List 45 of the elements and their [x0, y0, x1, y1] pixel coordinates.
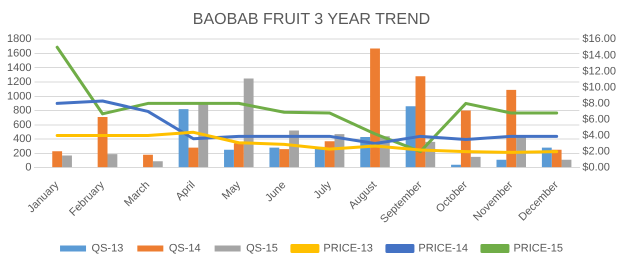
legend-label: PRICE-13 [323, 242, 373, 255]
y-tick-label: 400 [13, 133, 32, 146]
legend-label: QS-13 [92, 242, 124, 255]
bar [178, 109, 188, 168]
bar [188, 148, 198, 168]
y2-tick-label: $8.00 [582, 97, 610, 110]
bar [152, 161, 163, 168]
chart-title: BAOBAB FRUIT 3 YEAR TREND [192, 11, 430, 28]
y-tick-label: 0 [25, 162, 32, 174]
bar [470, 156, 481, 168]
bar [143, 154, 153, 168]
legend-label: PRICE-15 [513, 242, 563, 255]
y2-tick-label: $12.00 [582, 65, 616, 78]
bar [370, 48, 380, 168]
bar [98, 116, 108, 168]
y-tick-label: 1800 [6, 33, 32, 46]
bar [279, 149, 290, 168]
y2-tick-label: $10.00 [582, 81, 616, 94]
y2-tick-label: $6.00 [582, 113, 610, 126]
y2-tick-label: $4.00 [582, 130, 610, 142]
bar [496, 160, 506, 168]
y-tick-label: 1600 [6, 48, 32, 60]
bar [562, 160, 572, 168]
y-tick-label: 800 [13, 104, 32, 117]
legend-label: QS-15 [246, 242, 278, 255]
x-tick-label: May [220, 178, 244, 202]
bar [234, 143, 244, 168]
y2-tick-label: $2.00 [582, 146, 610, 158]
y2-tick-label: $0.00 [582, 162, 610, 174]
y-tick-label: 1200 [6, 76, 32, 88]
y-tick-label: 200 [13, 147, 32, 160]
y-tick-label: 1000 [6, 90, 32, 102]
bar [224, 150, 234, 168]
bar [416, 76, 426, 168]
bar [52, 151, 62, 168]
legend-label: PRICE-14 [418, 242, 468, 255]
y-tick-label: 1400 [6, 62, 32, 74]
bar [62, 155, 72, 168]
legend-label: QS-14 [168, 242, 201, 255]
y-tick-label: 600 [13, 118, 32, 131]
y2-tick-label: $14.00 [582, 49, 616, 62]
x-tick-label: July [312, 178, 334, 202]
y2-tick-label: $16.00 [582, 33, 616, 46]
bar [269, 148, 280, 168]
bar [108, 154, 118, 168]
